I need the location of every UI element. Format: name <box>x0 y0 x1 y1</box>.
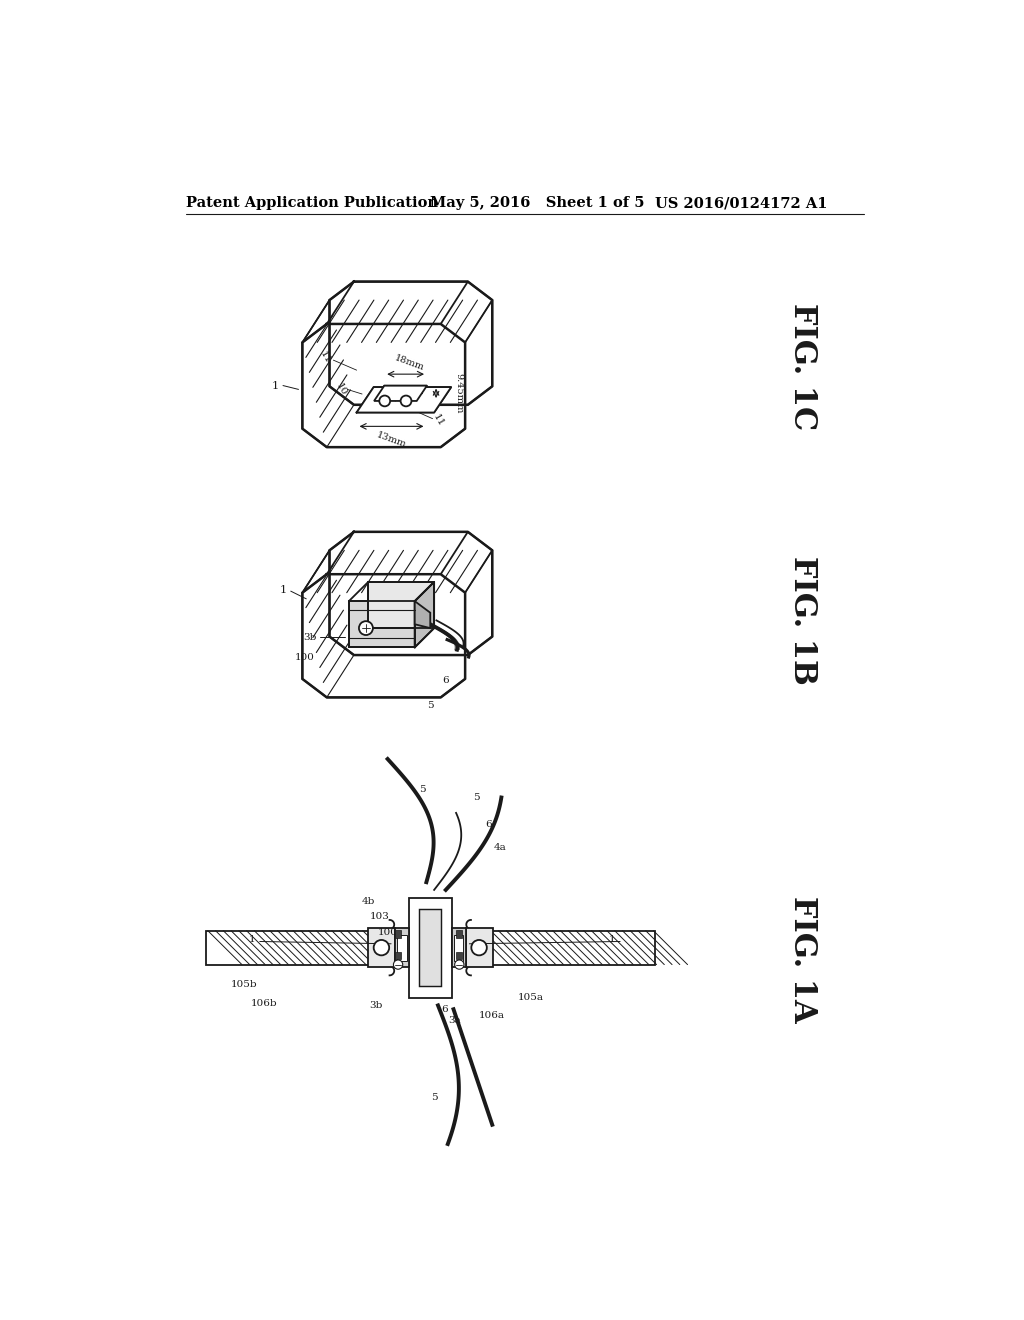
Text: 4b: 4b <box>361 898 375 906</box>
Text: 11: 11 <box>431 412 445 428</box>
Text: 3a: 3a <box>449 1016 462 1026</box>
Polygon shape <box>415 582 434 647</box>
Polygon shape <box>374 385 427 401</box>
Bar <box>452 928 466 966</box>
Bar <box>397 935 407 961</box>
Polygon shape <box>302 574 465 697</box>
Circle shape <box>379 396 390 407</box>
Text: 18mm: 18mm <box>393 352 426 372</box>
Bar <box>457 929 463 937</box>
Polygon shape <box>330 532 493 655</box>
Bar <box>206 931 388 965</box>
Text: 5: 5 <box>419 785 426 795</box>
Bar <box>409 898 452 998</box>
Text: 106a: 106a <box>479 1011 505 1020</box>
Text: 6: 6 <box>485 820 492 829</box>
Bar <box>473 931 655 965</box>
Text: 105a: 105a <box>518 993 544 1002</box>
Polygon shape <box>356 387 452 412</box>
Text: 6: 6 <box>441 1005 447 1014</box>
Text: 106b: 106b <box>250 999 276 1007</box>
Text: 5: 5 <box>427 701 433 710</box>
Polygon shape <box>330 281 493 405</box>
Bar <box>368 928 395 966</box>
Text: 103: 103 <box>370 912 390 921</box>
Text: 1: 1 <box>280 585 287 594</box>
Circle shape <box>374 940 389 956</box>
Text: 9.45mm: 9.45mm <box>455 374 464 413</box>
Text: 1: 1 <box>609 936 615 944</box>
Bar <box>395 952 401 960</box>
Polygon shape <box>349 601 415 647</box>
Text: 5: 5 <box>431 1093 437 1102</box>
Circle shape <box>400 396 412 407</box>
Text: FIG. 1B: FIG. 1B <box>786 556 818 685</box>
Bar <box>466 928 493 966</box>
Text: 4a: 4a <box>494 843 507 851</box>
Polygon shape <box>369 582 434 628</box>
Bar <box>420 909 441 986</box>
Text: 3b: 3b <box>303 632 316 642</box>
Text: 100: 100 <box>378 928 397 937</box>
Text: 100: 100 <box>295 653 314 661</box>
Bar <box>395 929 401 937</box>
Text: 3b: 3b <box>370 1001 383 1010</box>
Text: 13mm: 13mm <box>375 430 408 450</box>
Text: 5: 5 <box>473 793 480 803</box>
Text: May 5, 2016   Sheet 1 of 5: May 5, 2016 Sheet 1 of 5 <box>430 197 645 210</box>
Bar <box>457 952 463 960</box>
Text: FIG. 1A: FIG. 1A <box>786 896 818 1023</box>
Polygon shape <box>302 323 465 447</box>
Bar <box>454 935 463 961</box>
Bar <box>395 928 409 966</box>
Circle shape <box>471 940 486 956</box>
Text: 105b: 105b <box>231 981 258 989</box>
Text: 10: 10 <box>334 381 348 397</box>
Text: 1: 1 <box>249 936 255 944</box>
Polygon shape <box>415 601 430 628</box>
Text: FIG. 1C: FIG. 1C <box>786 302 818 430</box>
Text: 11: 11 <box>318 348 333 366</box>
Text: 6: 6 <box>442 676 450 685</box>
Text: Patent Application Publication: Patent Application Publication <box>186 197 438 210</box>
Circle shape <box>359 622 373 635</box>
Text: US 2016/0124172 A1: US 2016/0124172 A1 <box>655 197 827 210</box>
Text: 1: 1 <box>271 380 279 391</box>
Circle shape <box>393 960 402 969</box>
Circle shape <box>455 960 464 969</box>
